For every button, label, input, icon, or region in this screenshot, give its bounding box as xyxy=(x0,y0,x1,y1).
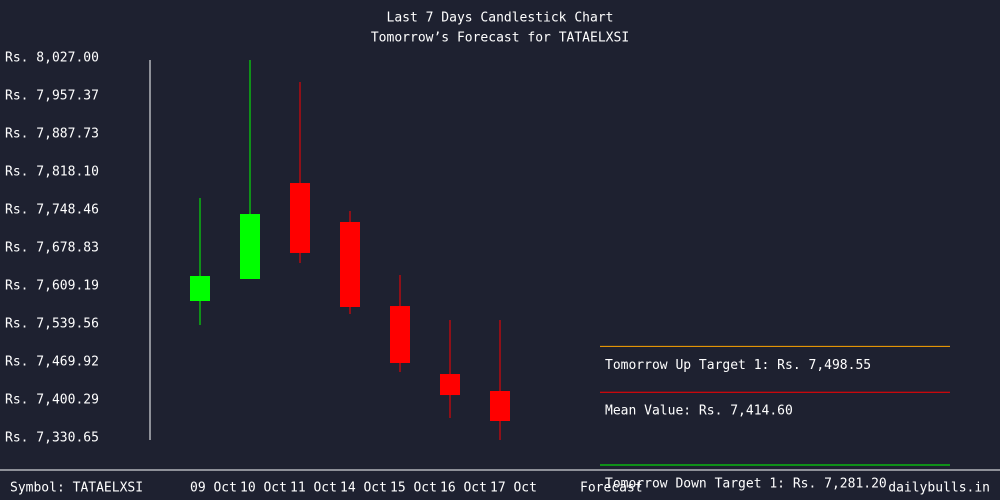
candle-body xyxy=(440,374,460,396)
y-tick-label: Rs. 8,027.00 xyxy=(5,51,99,66)
y-tick-label: Rs. 7,469.92 xyxy=(5,355,99,370)
source: dailybulls.in xyxy=(888,481,990,496)
candle-body xyxy=(490,390,510,422)
y-tick-label: Rs. 7,330.65 xyxy=(5,431,99,446)
y-tick-label: Rs. 7,609.19 xyxy=(5,279,99,294)
y-tick-label: Rs. 7,887.73 xyxy=(5,127,99,142)
x-tick-label: 09 Oct xyxy=(190,481,237,496)
y-tick-label: Rs. 7,957.37 xyxy=(5,88,99,103)
x-tick-label: 11 Oct xyxy=(290,481,337,496)
candle-body xyxy=(290,183,310,253)
candle-body xyxy=(240,214,260,280)
candle-body xyxy=(340,221,360,308)
y-tick-label: Rs. 7,678.83 xyxy=(5,240,99,255)
x-tick-label: 14 Oct xyxy=(340,481,387,496)
y-tick-label: Rs. 7,818.10 xyxy=(5,164,99,179)
x-tick-label: 10 Oct xyxy=(240,481,287,496)
candle-body xyxy=(190,276,210,302)
y-tick-label: Rs. 7,539.56 xyxy=(5,316,99,331)
y-tick-label: Rs. 7,400.29 xyxy=(5,392,99,407)
forecast-label: Forecast xyxy=(580,481,643,496)
x-tick-label: 17 Oct xyxy=(490,481,537,496)
x-tick-label: 15 Oct xyxy=(390,481,437,496)
forecast-text: Tomorrow Up Target 1: Rs. 7,498.55 xyxy=(605,358,871,373)
forecast-text: Tomorrow Down Target 1: Rs. 7,281.20 xyxy=(605,476,887,491)
forecast-text: Mean Value: Rs. 7,414.60 xyxy=(605,404,793,419)
chart-subtitle: Tomorrow’s Forecast for TATAELXSI xyxy=(371,31,629,46)
x-tick-label: 16 Oct xyxy=(440,481,487,496)
candle-body xyxy=(390,306,410,363)
y-tick-label: Rs. 7,748.46 xyxy=(5,203,99,218)
chart-title: Last 7 Days Candlestick Chart xyxy=(387,11,614,26)
symbol: Symbol: TATAELXSI xyxy=(10,481,143,496)
